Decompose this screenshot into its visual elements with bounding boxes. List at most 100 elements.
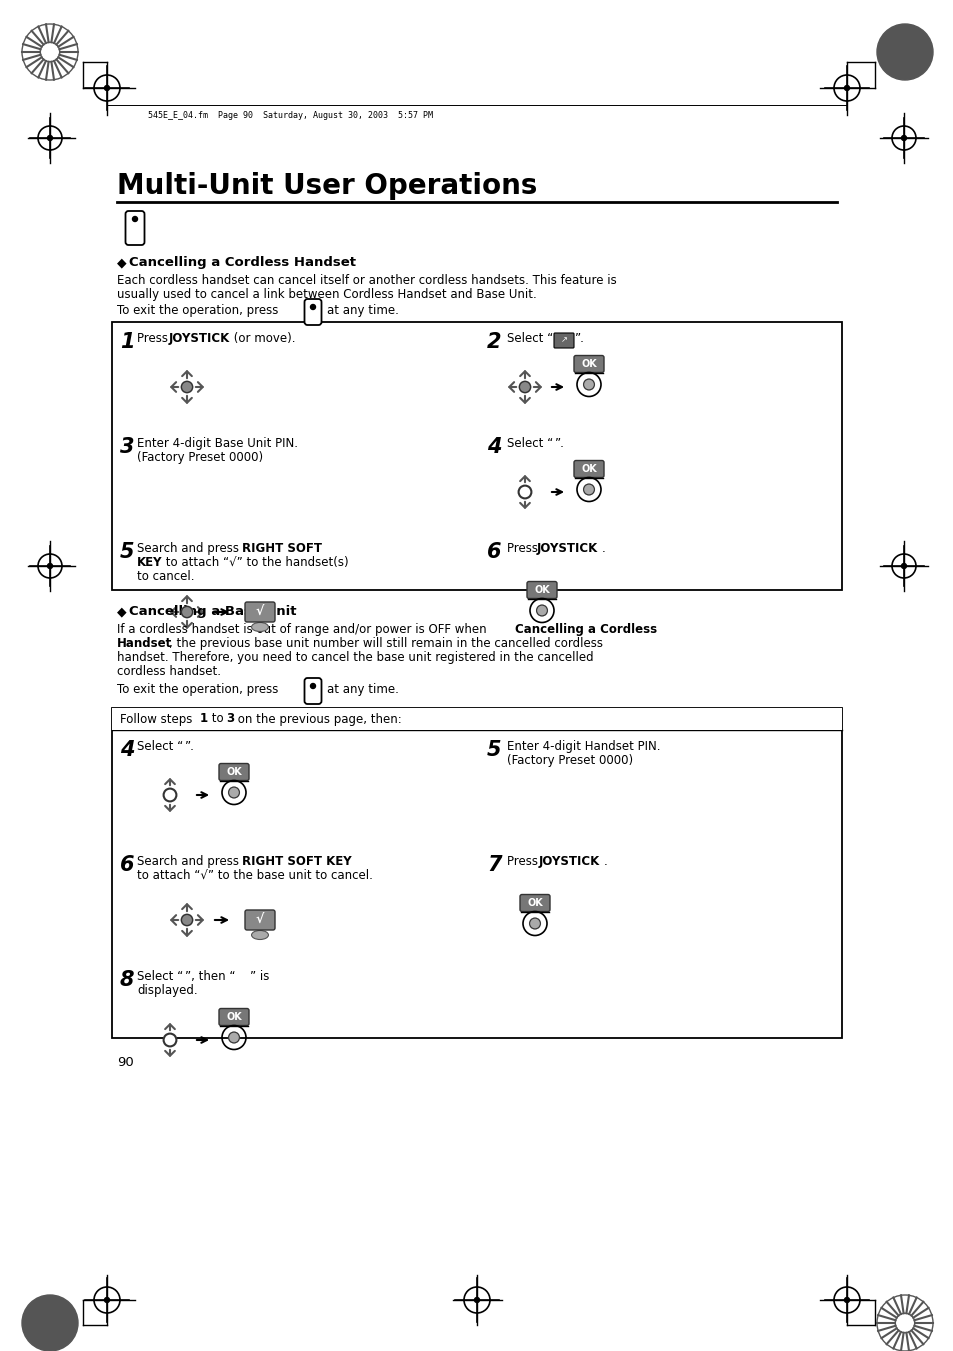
Text: Follow steps: Follow steps <box>120 712 196 725</box>
Bar <box>112 708 841 1038</box>
Text: Cancelling a Cordless: Cancelling a Cordless <box>515 623 657 636</box>
Text: usually used to cancel a link between Cordless Handset and Base Unit.: usually used to cancel a link between Co… <box>117 288 537 301</box>
Text: 90: 90 <box>117 1056 133 1069</box>
Text: OK: OK <box>226 767 242 777</box>
Text: displayed.: displayed. <box>137 984 197 997</box>
Text: 1: 1 <box>200 712 208 725</box>
Text: Handset: Handset <box>117 638 172 650</box>
FancyBboxPatch shape <box>554 332 574 349</box>
Circle shape <box>105 1297 110 1302</box>
Circle shape <box>48 563 52 569</box>
Text: OK: OK <box>527 898 542 908</box>
Circle shape <box>876 24 932 80</box>
Circle shape <box>229 788 239 798</box>
Text: (Factory Preset 0000): (Factory Preset 0000) <box>506 754 633 767</box>
Text: to: to <box>208 712 227 725</box>
Text: ↗: ↗ <box>560 335 567 345</box>
Circle shape <box>22 1296 78 1351</box>
Text: (or move).: (or move). <box>230 332 295 345</box>
Circle shape <box>310 684 315 689</box>
Circle shape <box>518 485 531 499</box>
FancyBboxPatch shape <box>126 211 144 245</box>
Circle shape <box>181 915 193 925</box>
Text: Multi-Unit User Operations: Multi-Unit User Operations <box>117 172 537 200</box>
Text: on the previous page, then:: on the previous page, then: <box>233 712 401 725</box>
Text: 5: 5 <box>120 542 134 562</box>
Text: Cancelling a Cordless Handset: Cancelling a Cordless Handset <box>129 255 355 269</box>
FancyBboxPatch shape <box>245 911 274 929</box>
Text: ”.: ”. <box>575 332 584 345</box>
Text: to attach “√” to the handset(s): to attach “√” to the handset(s) <box>162 557 348 569</box>
Circle shape <box>901 135 905 141</box>
Circle shape <box>132 216 137 222</box>
Bar <box>112 708 841 730</box>
Circle shape <box>518 381 530 393</box>
Text: cordless handset.: cordless handset. <box>117 665 221 678</box>
Circle shape <box>181 607 193 617</box>
FancyBboxPatch shape <box>219 763 249 781</box>
Text: If a cordless handset is out of range and/or power is OFF when: If a cordless handset is out of range an… <box>117 623 490 636</box>
Text: ”.: ”. <box>185 740 194 753</box>
Text: Select “: Select “ <box>137 740 183 753</box>
Text: 3: 3 <box>120 436 134 457</box>
Text: Cancelling a Base Unit: Cancelling a Base Unit <box>129 605 296 617</box>
Text: ◆: ◆ <box>117 605 127 617</box>
Circle shape <box>163 1034 176 1047</box>
Text: ◆: ◆ <box>117 255 127 269</box>
Text: .: . <box>603 855 607 867</box>
Circle shape <box>229 1032 239 1043</box>
Circle shape <box>843 85 848 91</box>
Text: √: √ <box>255 913 264 927</box>
Text: Enter 4-digit Handset PIN.: Enter 4-digit Handset PIN. <box>506 740 659 753</box>
Text: Press: Press <box>137 332 172 345</box>
Text: to cancel.: to cancel. <box>137 570 194 584</box>
FancyBboxPatch shape <box>574 355 603 373</box>
Text: to attach “√” to the base unit to cancel.: to attach “√” to the base unit to cancel… <box>137 869 373 882</box>
Circle shape <box>901 563 905 569</box>
Text: ”.: ”. <box>555 436 564 450</box>
Text: at any time.: at any time. <box>327 304 398 317</box>
Text: OK: OK <box>580 463 597 474</box>
Circle shape <box>583 380 594 390</box>
Text: Search and press: Search and press <box>137 542 242 555</box>
Circle shape <box>105 85 110 91</box>
Text: Select “: Select “ <box>506 332 553 345</box>
Text: 6: 6 <box>486 542 501 562</box>
Text: JOYSTICK: JOYSTICK <box>537 542 598 555</box>
FancyBboxPatch shape <box>219 1008 249 1025</box>
FancyBboxPatch shape <box>304 299 321 326</box>
Text: .: . <box>601 542 605 555</box>
Text: ” is: ” is <box>250 970 269 984</box>
Text: Select “: Select “ <box>506 436 553 450</box>
Text: JOYSTICK: JOYSTICK <box>538 855 599 867</box>
Text: Each cordless handset can cancel itself or another cordless handsets. This featu: Each cordless handset can cancel itself … <box>117 274 616 286</box>
Text: 7: 7 <box>486 855 501 875</box>
Text: OK: OK <box>226 1012 242 1021</box>
Text: 8: 8 <box>120 970 134 990</box>
Text: at any time.: at any time. <box>327 684 398 696</box>
Circle shape <box>310 304 315 309</box>
Text: handset. Therefore, you need to cancel the base unit registered in the cancelled: handset. Therefore, you need to cancel t… <box>117 651 593 663</box>
Ellipse shape <box>252 931 268 939</box>
Text: 4: 4 <box>486 436 501 457</box>
Text: 545E_E_04.fm  Page 90  Saturday, August 30, 2003  5:57 PM: 545E_E_04.fm Page 90 Saturday, August 30… <box>148 111 433 120</box>
Text: , the previous base unit number will still remain in the cancelled cordless: , the previous base unit number will sti… <box>169 638 602 650</box>
Text: 4: 4 <box>120 740 134 761</box>
Circle shape <box>474 1297 479 1302</box>
Circle shape <box>583 484 594 494</box>
Text: 3: 3 <box>226 712 233 725</box>
FancyBboxPatch shape <box>519 894 550 912</box>
Text: To exit the operation, press: To exit the operation, press <box>117 684 278 696</box>
Text: Search and press: Search and press <box>137 855 242 867</box>
Text: RIGHT SOFT: RIGHT SOFT <box>242 542 322 555</box>
FancyBboxPatch shape <box>304 678 321 704</box>
Text: 5: 5 <box>486 740 501 761</box>
Text: RIGHT SOFT KEY: RIGHT SOFT KEY <box>242 855 352 867</box>
Circle shape <box>536 605 547 616</box>
FancyBboxPatch shape <box>526 581 557 598</box>
Bar <box>112 322 841 590</box>
Text: OK: OK <box>534 585 549 594</box>
Text: To exit the operation, press: To exit the operation, press <box>117 304 278 317</box>
Text: Enter 4-digit Base Unit PIN.: Enter 4-digit Base Unit PIN. <box>137 436 297 450</box>
Ellipse shape <box>252 623 268 631</box>
